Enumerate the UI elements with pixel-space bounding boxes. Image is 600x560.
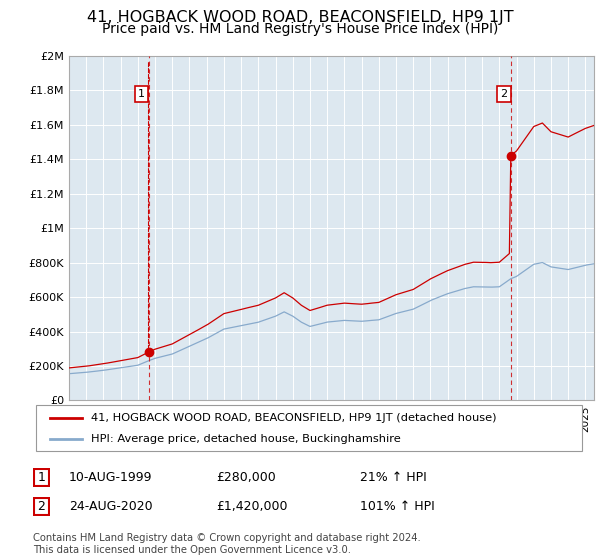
Text: 41, HOGBACK WOOD ROAD, BEACONSFIELD, HP9 1JT (detached house): 41, HOGBACK WOOD ROAD, BEACONSFIELD, HP9…	[91, 413, 496, 423]
Text: Price paid vs. HM Land Registry's House Price Index (HPI): Price paid vs. HM Land Registry's House …	[102, 22, 498, 36]
Text: 2: 2	[37, 500, 46, 514]
Text: £1,420,000: £1,420,000	[216, 500, 287, 514]
Text: £280,000: £280,000	[216, 470, 276, 484]
Text: 21% ↑ HPI: 21% ↑ HPI	[360, 470, 427, 484]
Text: Contains HM Land Registry data © Crown copyright and database right 2024.
This d: Contains HM Land Registry data © Crown c…	[33, 533, 421, 555]
Text: 1: 1	[37, 470, 46, 484]
Text: HPI: Average price, detached house, Buckinghamshire: HPI: Average price, detached house, Buck…	[91, 435, 400, 444]
Text: 101% ↑ HPI: 101% ↑ HPI	[360, 500, 435, 514]
Text: 41, HOGBACK WOOD ROAD, BEACONSFIELD, HP9 1JT: 41, HOGBACK WOOD ROAD, BEACONSFIELD, HP9…	[86, 10, 514, 25]
Text: 10-AUG-1999: 10-AUG-1999	[69, 470, 152, 484]
Text: 2: 2	[500, 89, 507, 99]
Text: 1: 1	[138, 89, 145, 99]
Text: 24-AUG-2020: 24-AUG-2020	[69, 500, 152, 514]
